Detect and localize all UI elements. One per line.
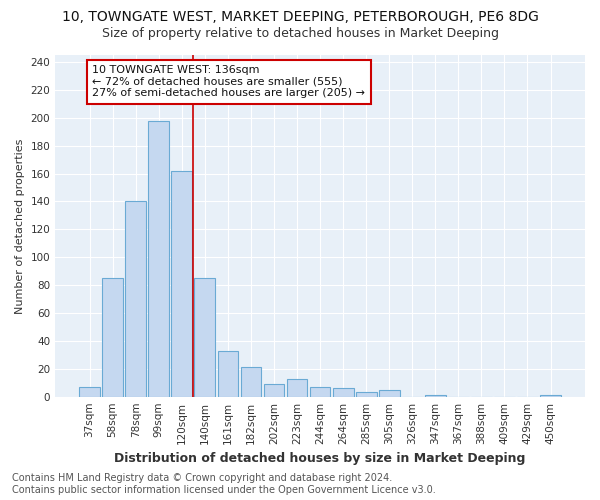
Text: 10, TOWNGATE WEST, MARKET DEEPING, PETERBOROUGH, PE6 8DG: 10, TOWNGATE WEST, MARKET DEEPING, PETER… bbox=[62, 10, 538, 24]
Bar bbox=[125, 202, 146, 396]
Bar bbox=[333, 388, 353, 396]
Bar bbox=[287, 378, 307, 396]
Bar bbox=[263, 384, 284, 396]
Bar bbox=[148, 120, 169, 396]
Y-axis label: Number of detached properties: Number of detached properties bbox=[15, 138, 25, 314]
Bar bbox=[172, 171, 192, 396]
Bar bbox=[194, 278, 215, 396]
Bar bbox=[310, 387, 331, 396]
Text: 10 TOWNGATE WEST: 136sqm
← 72% of detached houses are smaller (555)
27% of semi-: 10 TOWNGATE WEST: 136sqm ← 72% of detach… bbox=[92, 66, 365, 98]
Bar bbox=[356, 392, 377, 396]
Bar bbox=[218, 350, 238, 397]
Bar bbox=[241, 368, 262, 396]
Text: Size of property relative to detached houses in Market Deeping: Size of property relative to detached ho… bbox=[101, 28, 499, 40]
X-axis label: Distribution of detached houses by size in Market Deeping: Distribution of detached houses by size … bbox=[115, 452, 526, 465]
Text: Contains HM Land Registry data © Crown copyright and database right 2024.
Contai: Contains HM Land Registry data © Crown c… bbox=[12, 474, 436, 495]
Bar bbox=[102, 278, 123, 396]
Bar bbox=[379, 390, 400, 396]
Bar bbox=[79, 387, 100, 396]
